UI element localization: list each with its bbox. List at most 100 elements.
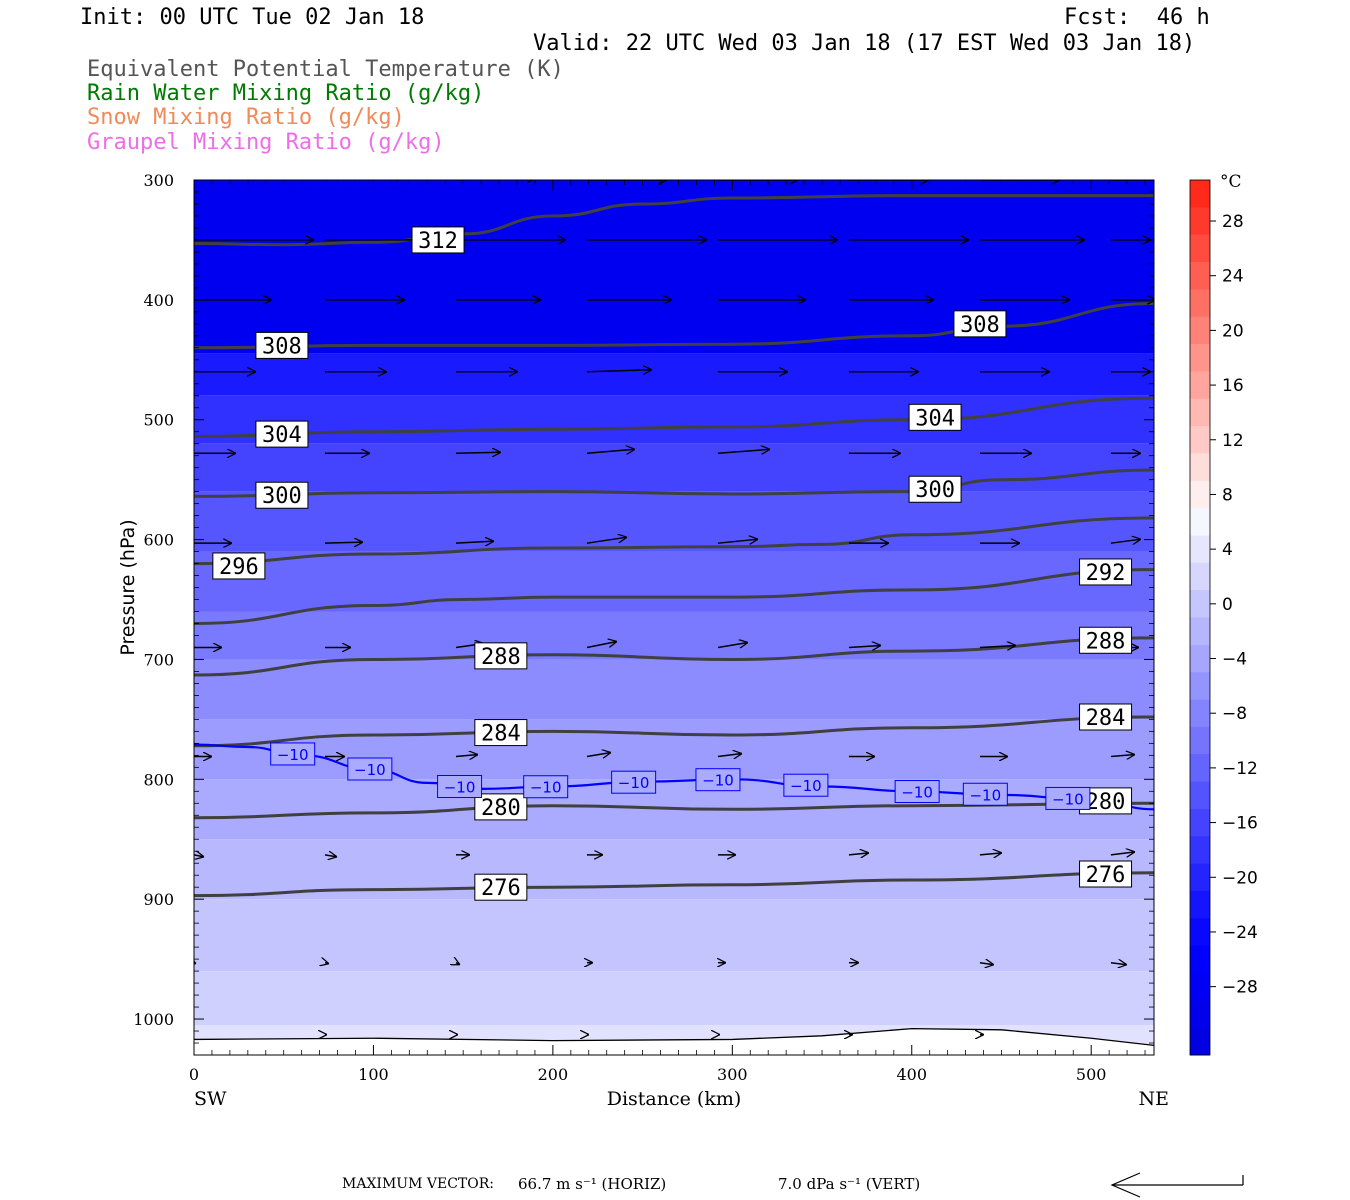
wind-vector	[1110, 852, 1135, 855]
theta-e-contour	[194, 636, 1154, 677]
temperature-band	[194, 659, 1154, 720]
isotherm-label: −10	[790, 777, 822, 795]
x-tick-label: 400	[896, 1065, 927, 1084]
temperature-band	[194, 180, 1154, 354]
colorbar-swatch	[1190, 180, 1210, 208]
isotherm-label: −10	[277, 746, 309, 764]
valid-time-text: Valid: 22 UTC Wed 03 Jan 18 (17 EST Wed …	[533, 31, 1196, 56]
colorbar-label: −28	[1222, 978, 1258, 998]
theta-e-label-box	[908, 475, 962, 503]
colorbar-label: −8	[1222, 704, 1247, 724]
wind-vector	[848, 853, 869, 855]
wind-vector	[1110, 963, 1127, 965]
theta-e-label-box	[474, 793, 528, 821]
sw-label: SW	[194, 1088, 227, 1110]
isotherm-label: −10	[901, 784, 933, 802]
temperature-band	[194, 443, 1154, 492]
colorbar-frame	[1189, 179, 1211, 1056]
max-vector-vert: 7.0 dPa s⁻¹ (VERT)	[778, 1175, 921, 1193]
x-tick-label: 300	[717, 1065, 748, 1084]
theta-e-label: 296	[219, 555, 259, 580]
x-tick-label: 100	[358, 1065, 389, 1084]
colorbar-label: −24	[1222, 923, 1258, 943]
colorbar-swatch	[1190, 480, 1210, 509]
theta-e-label: 300	[262, 484, 302, 509]
y-tick-label: 900	[143, 890, 174, 909]
colorbar-swatch	[1190, 726, 1210, 755]
colorbar-swatch	[1190, 562, 1210, 591]
isotherm-label-box	[347, 757, 393, 781]
colorbar-swatch	[1190, 945, 1210, 974]
contour-labels: 312 308 308 304 304 300 300 296 292 288 288 284 284 2…	[212, 226, 1133, 901]
temperature-band	[194, 971, 1154, 1026]
wind-vector	[324, 855, 337, 857]
colorbar-swatch	[1190, 590, 1210, 618]
max-vector-label: MAXIMUM VECTOR:	[342, 1176, 494, 1192]
theta-e-label: 280	[481, 796, 521, 821]
x-tick-label: 200	[538, 1065, 569, 1084]
colorbar-label: 16	[1222, 376, 1244, 396]
isotherm-label: −10	[354, 761, 386, 779]
colorbar-label: −12	[1222, 759, 1258, 779]
wind-vector	[194, 180, 274, 181]
theta-e-label-box	[1079, 860, 1133, 888]
theta-e-label: 304	[262, 423, 302, 448]
colorbar-label: −4	[1222, 650, 1247, 670]
theta-e-label: 284	[1086, 706, 1126, 731]
theta-e-label: 312	[418, 229, 458, 254]
temperature-band	[194, 395, 1154, 444]
axes: 300 400 500 600 700 800 900 1000 0 100 200 300 400 50…	[117, 171, 1169, 1110]
colorbar-swatch	[1190, 234, 1210, 263]
temperature-band	[194, 719, 1154, 780]
isotherm-label: −10	[702, 772, 734, 790]
legend-rain-water: Rain Water Mixing Ratio (g/kg)	[87, 81, 485, 106]
colorbar-label: 20	[1222, 321, 1244, 341]
y-tick-label: 600	[143, 531, 174, 550]
theta-e-label: 284	[481, 722, 521, 747]
legend-theta-e: Equivalent Potential Temperature (K)	[87, 57, 564, 82]
wind-vector	[586, 449, 635, 453]
colorbar-swatch	[1190, 426, 1210, 454]
colorbar-swatch	[1190, 508, 1210, 536]
wind-vector	[979, 963, 994, 965]
colorbar-swatch	[1190, 207, 1210, 236]
theta-e-label: 280	[1086, 790, 1126, 815]
y-tick-label: 400	[143, 291, 174, 310]
y-axis-label: Pressure (hPa)	[117, 519, 139, 655]
colorbar-label: −16	[1222, 814, 1258, 834]
wind-vectors	[194, 180, 1154, 1035]
theta-e-label-box	[411, 226, 465, 254]
temperature-band	[194, 899, 1154, 972]
colorbar-label: 8	[1222, 485, 1233, 505]
isotherm-label: −10	[530, 779, 562, 797]
colorbar: 28 24 20 16 12 8 4 0 −4 −8 −12 −16 −20 −24 −28 °C	[1189, 172, 1258, 1056]
theta-e-label-box	[255, 331, 309, 359]
isotherm-label: −10	[969, 786, 1001, 804]
colorbar-swatch	[1190, 754, 1210, 783]
theta-e-contour	[194, 194, 1154, 247]
theta-e-label-box	[1079, 626, 1133, 654]
colorbar-label: 12	[1222, 431, 1244, 451]
wind-vector	[1110, 755, 1135, 757]
x-axis-label: Distance (km)	[607, 1088, 742, 1110]
isotherm-label-box	[611, 770, 657, 794]
ne-label: NE	[1139, 1088, 1170, 1110]
theta-e-label: 304	[915, 406, 955, 431]
temperature-fill	[194, 180, 1154, 1055]
theta-e-label: 308	[262, 334, 302, 359]
isotherm-label-box	[783, 773, 829, 797]
terrain	[194, 1027, 1154, 1055]
isotherm-label-box	[270, 742, 316, 766]
isotherm-label-box	[437, 775, 483, 799]
theta-e-label-box	[212, 552, 266, 580]
theta-e-label-box	[255, 481, 309, 509]
colorbar-swatch	[1190, 836, 1210, 865]
theta-e-label-box	[474, 719, 528, 747]
wind-vector	[455, 755, 478, 757]
wind-vector	[848, 645, 881, 647]
theta-e-label-box	[953, 310, 1007, 338]
theta-e-label: 300	[915, 478, 955, 503]
theta-e-label: 276	[1086, 863, 1126, 888]
wind-vector	[717, 539, 758, 543]
isotherm-label-box	[894, 780, 940, 804]
